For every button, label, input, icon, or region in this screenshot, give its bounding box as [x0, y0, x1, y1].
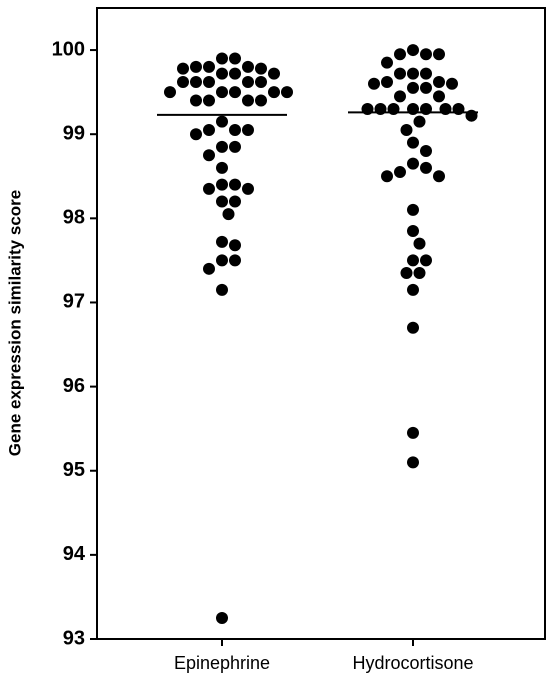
data-point	[407, 136, 419, 149]
data-point	[229, 178, 241, 191]
data-point	[394, 166, 406, 179]
data-point	[242, 76, 254, 89]
y-tick-label: 94	[63, 543, 86, 565]
data-point	[420, 145, 432, 158]
y-tick-label: 96	[63, 375, 85, 397]
data-point	[203, 149, 215, 162]
data-point	[177, 76, 189, 89]
data-point	[400, 267, 413, 280]
y-tick-label: 97	[63, 291, 85, 313]
data-point	[190, 60, 202, 73]
data-point	[446, 77, 458, 90]
data-point	[216, 86, 228, 99]
data-point	[242, 60, 254, 73]
y-tick-label: 98	[63, 207, 85, 229]
data-point	[216, 283, 228, 296]
data-point	[190, 128, 202, 141]
data-point	[407, 283, 419, 296]
data-point	[216, 52, 228, 65]
data-point	[229, 195, 241, 208]
data-point	[407, 426, 419, 439]
data-point	[203, 123, 215, 136]
data-point	[400, 123, 413, 136]
y-tick-label: 100	[52, 38, 85, 60]
data-point	[407, 203, 419, 216]
y-axis-label: Gene expression similarity score	[5, 190, 24, 456]
data-point	[190, 94, 202, 107]
data-point	[413, 237, 426, 250]
data-point	[368, 77, 380, 90]
data-point	[268, 86, 280, 99]
data-point	[433, 170, 445, 183]
data-point	[203, 182, 215, 195]
data-point	[381, 76, 393, 89]
data-point	[229, 140, 241, 153]
data-point	[229, 254, 241, 267]
data-point	[229, 86, 241, 99]
data-point	[229, 239, 241, 252]
data-point	[268, 67, 280, 80]
x-tick-label: Epinephrine	[174, 653, 270, 673]
data-point	[216, 235, 228, 248]
data-point	[229, 52, 241, 65]
data-point	[255, 76, 267, 89]
data-point	[216, 195, 228, 208]
data-point	[216, 161, 228, 174]
data-point	[216, 611, 228, 624]
data-point	[407, 44, 419, 57]
data-point	[281, 86, 293, 99]
data-point	[242, 123, 254, 136]
data-point	[216, 115, 228, 128]
x-tick-label: Hydrocortisone	[352, 653, 473, 673]
data-point	[190, 76, 202, 89]
data-point	[433, 90, 445, 103]
data-point	[255, 62, 267, 75]
data-point	[420, 48, 432, 61]
data-point	[216, 254, 228, 267]
data-point	[407, 157, 419, 170]
data-point	[420, 67, 432, 80]
y-tick-label: 93	[63, 627, 85, 649]
data-point	[203, 76, 215, 89]
data-point	[407, 67, 419, 80]
data-point	[420, 161, 432, 174]
data-point	[203, 94, 215, 107]
data-point	[229, 67, 241, 80]
data-point	[203, 262, 215, 275]
data-point	[203, 60, 215, 73]
data-point	[407, 456, 419, 469]
data-point	[222, 208, 235, 221]
data-point	[433, 48, 445, 61]
data-point	[242, 182, 254, 195]
data-point	[381, 56, 393, 69]
data-point	[407, 81, 419, 94]
data-point	[242, 94, 254, 107]
plot-frame	[96, 7, 546, 640]
data-point	[433, 76, 445, 89]
data-point	[177, 62, 189, 75]
data-point	[216, 67, 228, 80]
data-point	[164, 86, 176, 99]
data-point	[420, 254, 432, 267]
data-point	[394, 67, 406, 80]
data-point	[216, 140, 228, 153]
data-point	[255, 94, 267, 107]
data-point	[394, 90, 406, 103]
y-tick-label: 99	[63, 122, 85, 144]
data-point	[394, 48, 406, 61]
data-point	[216, 178, 228, 191]
data-point	[407, 224, 419, 237]
data-point	[381, 170, 393, 183]
data-point	[407, 254, 419, 267]
y-tick-label: 95	[63, 459, 85, 481]
data-point	[407, 321, 419, 334]
data-point	[420, 81, 432, 94]
data-point	[229, 123, 241, 136]
data-point	[413, 115, 426, 128]
data-point	[413, 267, 426, 280]
